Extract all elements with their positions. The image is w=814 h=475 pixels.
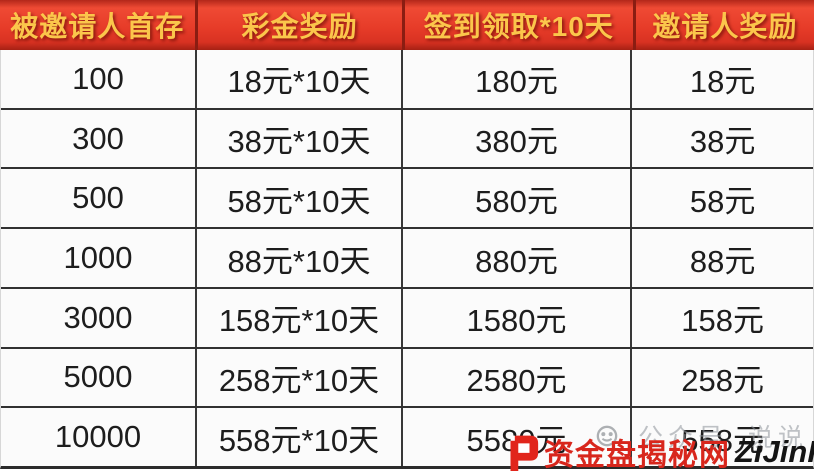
column-header-signin: 签到领取*10天 — [401, 0, 633, 50]
cell-deposit: 300 — [1, 109, 198, 168]
table-header-row: 被邀请人首存 彩金奖励 签到领取*10天 邀请人奖励 — [0, 0, 814, 50]
cell-bonus: 88元*10天 — [197, 229, 403, 287]
cell-signin-total: 180元 — [403, 50, 633, 108]
table-row: 5000 258元*10天 2580元 258元 — [1, 346, 813, 407]
table-body: 100 18元*10天 180元 18元 300 38元*10天 380元 38… — [0, 50, 814, 469]
column-header-inviter-reward: 邀请人奖励 — [632, 0, 814, 50]
cell-signin-total: 880元 — [403, 229, 633, 287]
table-row: 300 38元*10天 380元 38元 — [1, 107, 813, 168]
cell-deposit: 3000 — [1, 288, 198, 347]
cell-inviter-reward: 88元 — [689, 243, 756, 279]
cell-bonus: 18元*10天 — [197, 50, 403, 108]
cell-signin-total: 580元 — [403, 169, 633, 228]
cell-deposit: 100 — [1, 50, 198, 108]
cell-bonus: 38元*10天 — [197, 109, 403, 168]
table-row: 1000 88元*10天 880元 88元 — [1, 227, 813, 287]
table-row: 100 18元*10天 180元 18元 — [1, 50, 813, 108]
column-header-first-deposit: 被邀请人首存 — [10, 11, 185, 42]
cell-deposit: 500 — [1, 169, 198, 228]
site-watermark: 资金盘揭秘网 ZiJinPan.net — [501, 430, 814, 474]
cell-bonus: 558元*10天 — [197, 408, 403, 467]
cell-inviter-reward: 38元 — [689, 124, 756, 160]
cell-signin-total: 380元 — [403, 109, 633, 168]
cell-deposit: 10000 — [1, 408, 198, 467]
cell-signin-total: 2580元 — [403, 348, 633, 407]
cell-inviter-reward: 18元 — [689, 64, 756, 100]
table-row: 500 58元*10天 580元 58元 — [1, 167, 813, 228]
cell-bonus: 58元*10天 — [197, 169, 403, 228]
table-row: 3000 158元*10天 1580元 158元 — [1, 286, 813, 347]
zijinpan-logo-icon — [510, 435, 539, 471]
cell-deposit: 5000 — [1, 348, 198, 407]
watermark-site-domain: ZiJinPan.net — [735, 434, 814, 469]
table-row: 10000 558元*10天 5580元 558元 — [1, 406, 813, 467]
cell-bonus: 158元*10天 — [197, 288, 403, 347]
watermark-site-name: 资金盘揭秘网 — [544, 439, 730, 472]
cell-inviter-reward: 158元 — [681, 303, 764, 339]
cell-inviter-reward: 58元 — [689, 183, 756, 219]
cell-deposit: 1000 — [1, 229, 198, 287]
column-header-bonus: 彩金奖励 — [194, 0, 402, 50]
cell-inviter-reward: 558元 — [681, 422, 764, 458]
cell-bonus: 258元*10天 — [197, 348, 403, 407]
cell-signin-total: 1580元 — [403, 288, 633, 347]
cell-inviter-reward: 258元 — [681, 362, 764, 398]
